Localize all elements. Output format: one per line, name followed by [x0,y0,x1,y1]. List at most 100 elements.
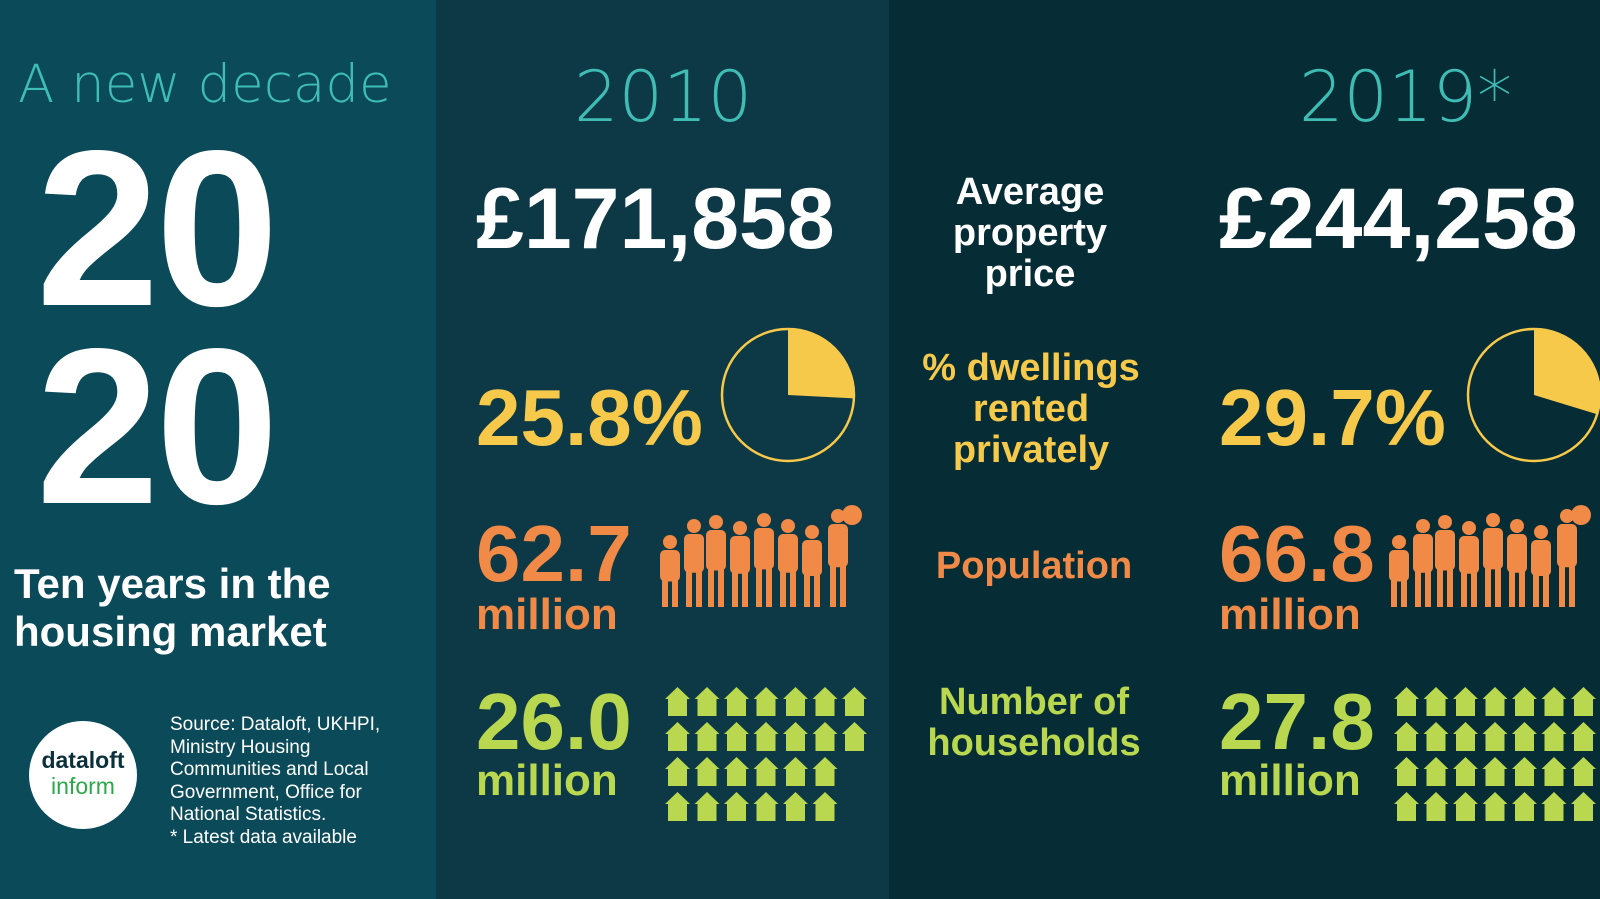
households-2010-unit: million [476,756,618,805]
house-icon [1512,792,1537,821]
person-icon [1557,509,1577,607]
person-icon [828,509,848,607]
house-icon [753,757,779,786]
house-icon [1571,687,1596,716]
house-icon [1512,687,1537,716]
households-2010-value: 26.0 [476,677,632,766]
price-2019-value: £244,258 [1219,171,1578,267]
house-icon [1541,687,1567,716]
rented-2019-value: 29.7% [1219,373,1446,462]
source-line: * Latest data available [170,826,357,848]
house-icon [724,722,749,751]
source-line: National Statistics. [170,804,327,825]
column-2010: 2010 £171,858 25.8% 62.7 million 26.0 mi… [436,0,889,899]
intro-panel: A new decade 20 20 Ten years in the hous… [0,0,436,899]
person-icon [1507,519,1527,607]
person-icon [706,515,726,607]
house-icon [1571,792,1596,821]
house-icon [694,722,720,751]
house-icon [783,792,808,821]
people-group-icon [1389,505,1591,607]
person-icon [1413,519,1433,607]
source-line: Communities and Local [170,759,369,780]
pie-slice-rented [1534,329,1600,415]
pie-chart-icon [1466,327,1600,463]
house-icon [812,687,838,716]
house-icon [783,757,808,786]
house-icon [694,757,720,786]
person-icon [1483,513,1503,607]
house-icon [665,757,690,786]
house-icon [753,687,779,716]
house-icon [753,792,779,821]
house-icon [694,792,720,821]
logo-wordmark: dataloft [41,747,125,773]
person-icon [802,525,822,607]
house-icon [724,687,749,716]
house-icon [1571,722,1596,751]
person-icon [1389,535,1409,607]
house-icon [665,722,690,751]
population-2010-value: 62.7 [476,509,632,598]
house-icon [1423,722,1449,751]
house-icon [1423,687,1449,716]
house-icon [1453,722,1478,751]
house-icon [724,757,749,786]
house-icon [812,722,838,751]
decade-subtitle: A new decade [18,54,392,115]
source-line: Source: Dataloft, UKHPI, [170,714,381,735]
house-icon [1394,722,1419,751]
population-label: Population [935,545,1133,587]
house-icon [1394,757,1419,786]
house-icon [724,792,749,821]
population-2019-value: 66.8 [1219,509,1375,598]
tagline-line-1: Ten years in the [14,560,331,607]
house-icon [1394,687,1419,716]
households-2019-unit: million [1219,756,1361,805]
person-icon [660,535,680,607]
person-icon [684,519,704,607]
person-icon [778,519,798,607]
year-heading-top: 20 [36,105,279,353]
house-icon [1541,722,1567,751]
house-grid-icon [665,687,867,821]
house-icon [783,687,808,716]
house-icon [1482,792,1508,821]
year-2010-heading: 2010 [574,56,753,138]
households-label: Number of households [927,681,1141,764]
house-icon [1453,757,1478,786]
rented-label: % dwellings rented privately [922,347,1140,471]
rented-2010-value: 25.8% [476,373,703,462]
pie-slice-rented [788,329,855,399]
tagline-line-2: housing market [14,608,327,655]
house-icon [1453,792,1478,821]
person-icon [1435,515,1455,607]
house-icon [1541,792,1567,821]
balloon-icon [1571,505,1591,525]
house-icon [665,792,690,821]
price-2010-value: £171,858 [476,171,835,267]
house-icon [1423,757,1449,786]
house-icon [1512,757,1537,786]
pie-chart-icon [720,327,856,463]
people-group-icon [660,505,862,607]
house-icon [1482,687,1508,716]
person-icon [730,521,750,607]
house-icon [1571,757,1596,786]
person-icon [754,513,774,607]
person-icon [1459,521,1479,607]
house-icon [1482,722,1508,751]
dataloft-logo: dataloft inform [29,721,137,829]
house-icon [1512,722,1537,751]
year-2019-heading: 2019* [1299,56,1513,138]
house-grid-icon [1394,687,1596,821]
households-2019-value: 27.8 [1219,677,1375,766]
house-icon [812,792,838,821]
person-icon [1531,525,1551,607]
house-icon [1482,757,1508,786]
source-line: Government, Office for [170,781,362,803]
house-icon [1423,792,1449,821]
column-2019: Average property price % dwellings rente… [889,0,1600,899]
house-icon [694,687,720,716]
house-icon [1394,792,1419,821]
